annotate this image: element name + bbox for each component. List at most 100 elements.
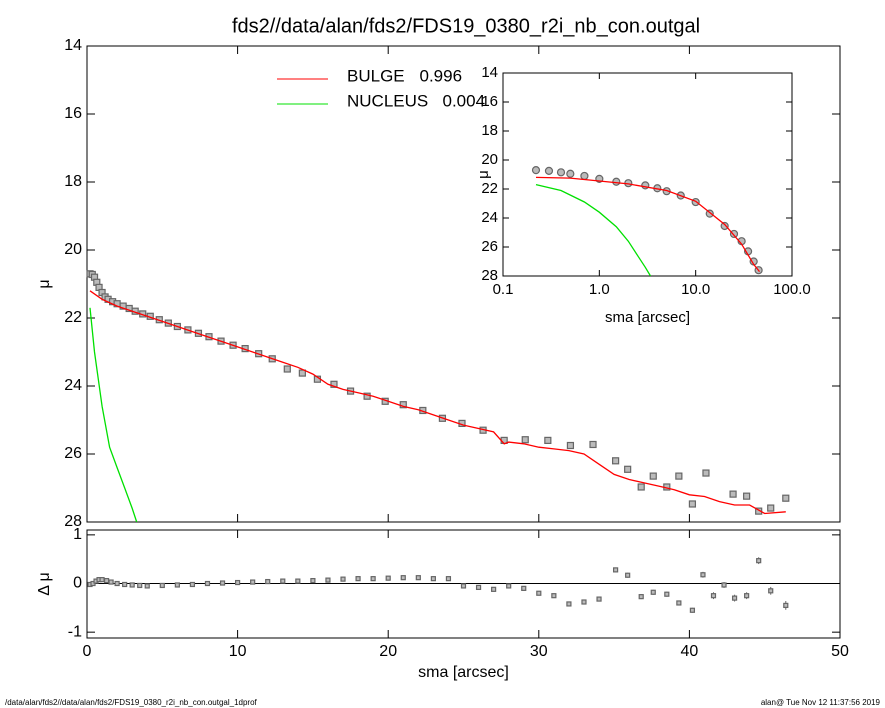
data-point (363, 392, 371, 400)
data-point (415, 575, 421, 581)
data-point (506, 583, 512, 589)
data-point (566, 441, 575, 450)
y-tick-label: 20 (64, 241, 82, 258)
data-point (650, 589, 656, 595)
data-point (566, 601, 572, 607)
data-point (700, 572, 706, 578)
data-point (370, 576, 376, 582)
x-tick-label: 40 (681, 643, 699, 660)
legend-fraction: 0.004 (443, 91, 486, 110)
data-point (99, 577, 105, 583)
data-point (721, 582, 727, 588)
data-point (612, 177, 621, 186)
data-point (782, 494, 790, 502)
model-line (89, 307, 138, 522)
data-point (731, 595, 738, 601)
y-tick-label: 26 (64, 445, 82, 462)
data-point (743, 492, 751, 500)
data-point (310, 577, 316, 584)
data-point (544, 166, 554, 175)
x-axis-label: sma [arcsec] (418, 664, 509, 681)
legend-fraction: 0.996 (420, 66, 463, 85)
data-point (768, 588, 774, 594)
x-tick-label: 100.0 (773, 281, 811, 298)
data-point (445, 576, 452, 582)
data-point (744, 593, 750, 599)
data-point (729, 229, 739, 239)
y-tick-label: 16 (481, 93, 498, 110)
data-point (544, 436, 552, 444)
data-point (675, 472, 683, 480)
data-point (638, 594, 644, 600)
y-tick-label: 0 (73, 575, 82, 592)
data-point (159, 582, 165, 589)
data-point (355, 576, 361, 582)
y-tick-label: 28 (481, 267, 498, 284)
data-point (596, 596, 602, 602)
y-tick-label: 14 (481, 64, 498, 81)
data-point (521, 436, 529, 444)
footer-left: /data/alan/fds2//data/alan/fds2/FDS19_03… (5, 698, 258, 707)
x-axis-label: sma [arcsec] (605, 309, 690, 326)
data-point (637, 483, 645, 491)
data-point (491, 586, 497, 592)
data-point (189, 581, 196, 588)
data-point (174, 582, 180, 588)
chart-title: fds2//data/alan/fds2/FDS19_0380_r2i_nb_c… (232, 15, 700, 37)
y-axis-label: μ (475, 170, 492, 179)
data-point (649, 472, 657, 480)
model-line (89, 290, 786, 515)
data-point (400, 575, 406, 581)
data-point (720, 221, 729, 231)
y-tick-label: 24 (64, 377, 82, 394)
y-tick-label: -1 (68, 623, 82, 640)
data-point (624, 465, 632, 473)
data-point (219, 580, 226, 586)
data-point (531, 166, 541, 175)
y-tick-label: 16 (64, 105, 82, 122)
x-tick-label: 0.1 (493, 281, 514, 298)
x-tick-label: 30 (530, 643, 548, 660)
data-point (250, 579, 256, 585)
data-point (536, 590, 542, 596)
x-tick-label: 50 (831, 643, 849, 660)
data-point (340, 576, 346, 582)
footer-right: alan@ Tue Nov 12 11:37:56 2019 (761, 698, 881, 707)
data-point (556, 168, 566, 177)
data-point (767, 504, 775, 512)
data-point (430, 576, 436, 582)
data-point (729, 490, 737, 498)
x-tick-label: 20 (379, 643, 397, 660)
data-point (265, 578, 271, 585)
x-tick-label: 0 (83, 643, 92, 660)
data-point (122, 581, 128, 588)
data-point (204, 580, 211, 587)
data-point (330, 380, 338, 388)
data-point (108, 579, 114, 585)
plot-frame (502, 72, 793, 277)
data-point (756, 558, 762, 564)
y-tick-label: 24 (481, 209, 498, 226)
x-tick-label: 10 (229, 643, 247, 660)
y-tick-label: 26 (481, 238, 498, 255)
data-point (783, 602, 789, 609)
legend-label: NUCLEUS (347, 91, 428, 110)
data-point (566, 169, 575, 178)
data-point (688, 500, 697, 508)
model-line (535, 183, 652, 276)
data-point (475, 584, 482, 591)
data-point (325, 577, 331, 583)
data-point (235, 579, 241, 586)
model-line (535, 176, 761, 273)
data-point (664, 591, 670, 597)
data-point (114, 580, 120, 587)
y-axis-label: Δ μ (36, 572, 53, 595)
data-point (137, 582, 143, 589)
y-tick-label: 18 (64, 173, 82, 190)
y-tick-label: 14 (64, 37, 82, 54)
data-point (551, 593, 557, 599)
data-point (385, 575, 391, 581)
y-tick-label: 28 (64, 513, 82, 530)
data-point (298, 369, 306, 377)
